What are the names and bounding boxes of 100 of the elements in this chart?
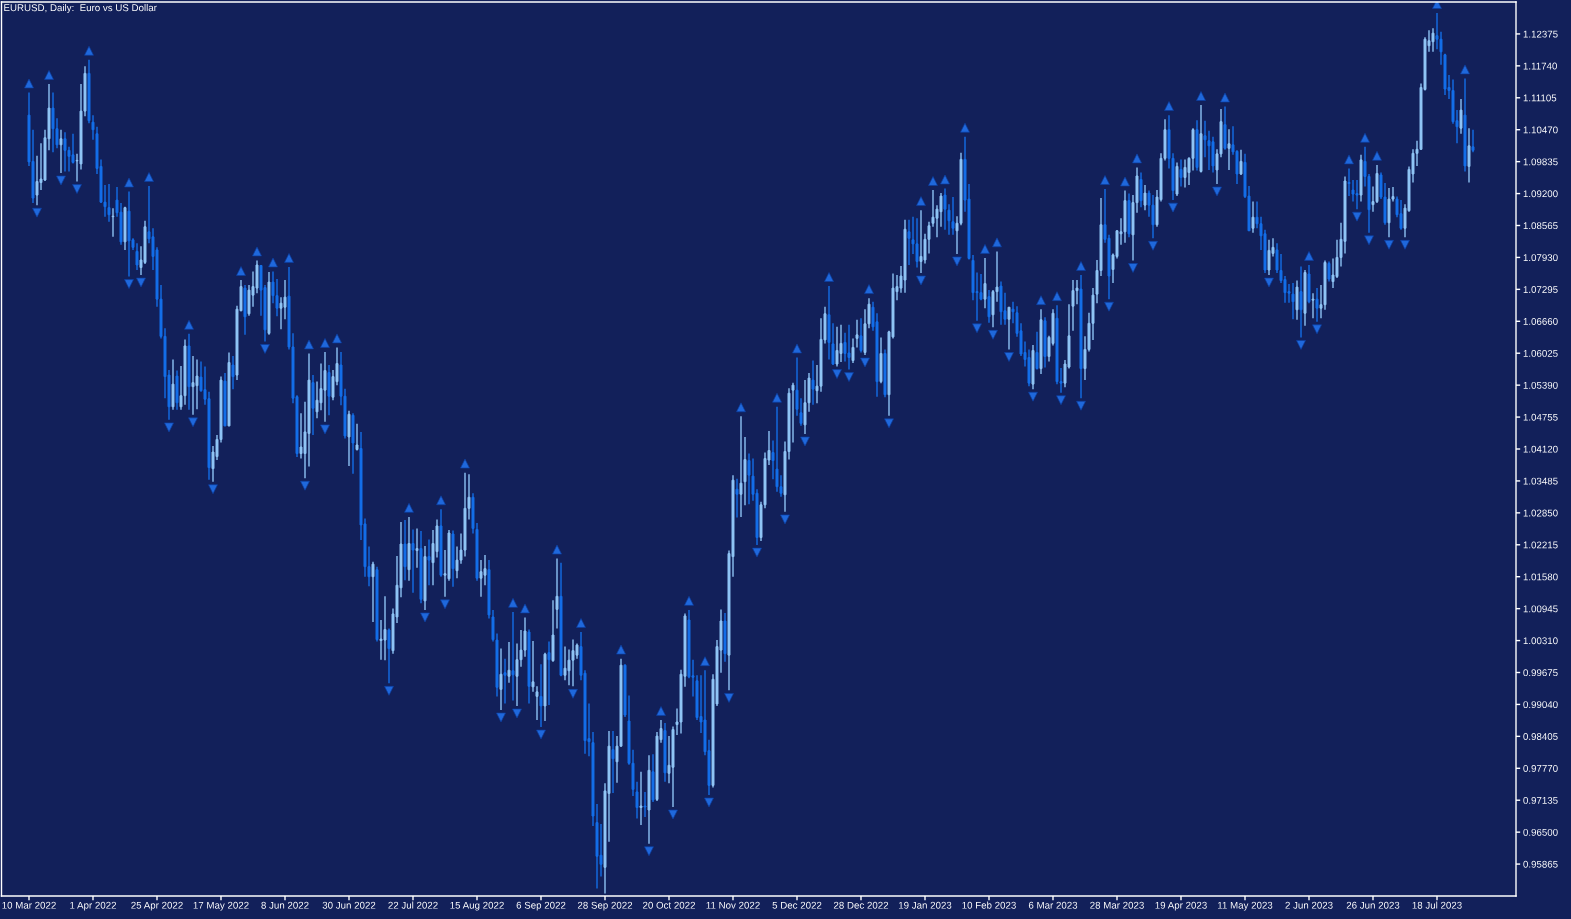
candlestick bbox=[943, 187, 947, 231]
candlestick bbox=[563, 645, 567, 681]
candlestick bbox=[1295, 279, 1299, 321]
candlestick bbox=[735, 477, 739, 519]
y-tick-label: 1.07930 bbox=[1523, 254, 1558, 262]
candlestick bbox=[323, 351, 327, 423]
candlestick bbox=[547, 640, 551, 706]
x-tick-label: 1 Apr 2022 bbox=[70, 901, 117, 911]
x-tick-label: 10 Feb 2023 bbox=[962, 901, 1016, 909]
candlestick bbox=[835, 326, 839, 368]
candlestick bbox=[411, 528, 415, 594]
candlestick bbox=[1299, 265, 1303, 339]
candlestick bbox=[51, 91, 55, 154]
candlestick bbox=[1139, 171, 1143, 208]
candlestick bbox=[327, 364, 331, 417]
y-tick-label: 1.10470 bbox=[1523, 126, 1558, 134]
candlestick bbox=[415, 527, 419, 569]
candlestick bbox=[747, 452, 751, 506]
y-tick-label: 1.11105 bbox=[1523, 94, 1557, 102]
candlestick bbox=[1387, 187, 1391, 239]
x-tick-label: 15 Aug 2022 bbox=[450, 901, 504, 911]
candlestick bbox=[427, 538, 431, 586]
x-tick-label: 6 Sep 2022 bbox=[516, 901, 566, 911]
candlestick bbox=[1459, 98, 1463, 135]
candlestick bbox=[191, 355, 195, 416]
candlestick bbox=[1471, 129, 1475, 154]
candlestick bbox=[107, 183, 111, 223]
candlestick bbox=[847, 324, 851, 371]
candlestick bbox=[951, 196, 955, 236]
candlestick bbox=[1315, 287, 1319, 323]
candlestick bbox=[1035, 331, 1039, 371]
y-tick-label: 1.09200 bbox=[1523, 190, 1558, 198]
candlestick bbox=[403, 519, 407, 581]
candlestick bbox=[1251, 200, 1255, 234]
y-tick-label: 1.02850 bbox=[1523, 509, 1558, 517]
candlestick bbox=[1007, 306, 1011, 351]
x-tick-label: 19 Jan 2023 bbox=[898, 901, 952, 909]
candlestick bbox=[1227, 128, 1231, 171]
y-tick-label: 0.99675 bbox=[1523, 669, 1558, 677]
y-tick-label: 1.00945 bbox=[1523, 605, 1558, 613]
y-tick-label: 0.95865 bbox=[1523, 860, 1558, 868]
candlestick bbox=[859, 317, 863, 354]
x-tick-label: 11 Nov 2022 bbox=[706, 901, 760, 909]
candlestick bbox=[387, 627, 391, 685]
x-tick-label: 10 Mar 2022 bbox=[2, 901, 56, 909]
candlestick bbox=[1291, 282, 1295, 320]
y-tick-label: 1.06025 bbox=[1523, 349, 1558, 357]
y-tick-label: 1.00310 bbox=[1523, 637, 1558, 645]
candlestick bbox=[1183, 158, 1187, 189]
x-tick-label: 30 Jun 2022 bbox=[322, 901, 376, 909]
candlestick bbox=[851, 337, 855, 364]
candlestick bbox=[839, 324, 843, 363]
candlestick bbox=[987, 289, 991, 324]
chart-title: EURUSD, Daily: Euro vs US Dollar bbox=[4, 4, 157, 14]
candlestick bbox=[499, 647, 503, 711]
candlestick bbox=[1431, 27, 1435, 53]
candlestick bbox=[1223, 105, 1227, 151]
y-tick-label: 1.08565 bbox=[1523, 222, 1558, 230]
candlestick bbox=[739, 415, 743, 518]
x-tick-label: 25 Apr 2022 bbox=[131, 901, 183, 911]
candlestick bbox=[571, 638, 575, 688]
x-tick-label: 22 Jul 2022 bbox=[388, 901, 438, 909]
candlestick bbox=[503, 657, 507, 705]
y-tick-label: 1.05390 bbox=[1523, 381, 1558, 389]
y-tick-label: 1.11740 bbox=[1523, 62, 1557, 70]
y-tick-label: 1.07295 bbox=[1523, 286, 1558, 293]
y-tick-label: 1.01580 bbox=[1523, 573, 1558, 581]
candlestick bbox=[1311, 292, 1315, 319]
candlestick bbox=[371, 560, 375, 623]
x-tick-label: 28 Dec 2022 bbox=[833, 901, 889, 909]
candlestick bbox=[983, 257, 987, 309]
x-tick-label: 26 Jun 2023 bbox=[1346, 901, 1400, 909]
candlestick bbox=[915, 217, 919, 269]
candlestick bbox=[299, 412, 303, 460]
candlestick bbox=[63, 131, 67, 173]
candlestick bbox=[1143, 184, 1147, 211]
candlestick bbox=[1267, 239, 1271, 276]
candlestick bbox=[907, 219, 911, 266]
candlestick bbox=[643, 791, 647, 818]
candlestick bbox=[231, 355, 235, 390]
point bbox=[928, 176, 938, 186]
y-tick-label: 0.97770 bbox=[1523, 765, 1558, 772]
x-tick-label: 20 Oct 2022 bbox=[643, 901, 695, 909]
candlestick bbox=[383, 595, 387, 661]
candlestick bbox=[811, 359, 815, 406]
x-tick-label: 8 Jun 2022 bbox=[261, 901, 309, 909]
candlestick bbox=[775, 406, 779, 493]
y-tick-label: 1.04120 bbox=[1523, 445, 1558, 453]
y-tick-label: 0.98405 bbox=[1523, 733, 1558, 740]
candlestick bbox=[355, 423, 359, 452]
candlestick bbox=[639, 771, 643, 826]
y-tick-label: 1.02215 bbox=[1523, 541, 1558, 549]
y-tick-label: 0.99040 bbox=[1523, 701, 1558, 709]
candlestick bbox=[1467, 127, 1471, 184]
x-tick-label: 18 Jul 2023 bbox=[1412, 901, 1462, 909]
candlestick bbox=[171, 358, 175, 411]
candlestick bbox=[111, 207, 115, 238]
candlestick bbox=[511, 611, 515, 702]
y-tick-label: 1.04755 bbox=[1523, 413, 1558, 421]
candlestick bbox=[1399, 199, 1403, 231]
